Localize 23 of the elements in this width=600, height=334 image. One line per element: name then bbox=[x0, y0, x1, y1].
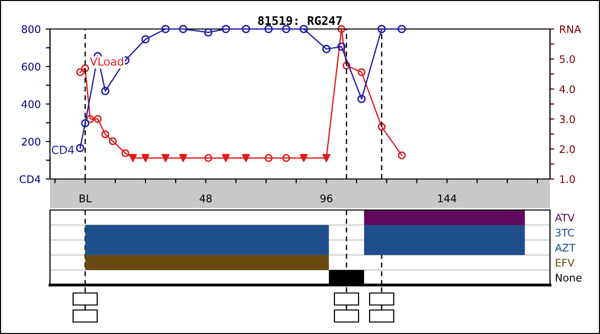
y-tick-label: EFV bbox=[556, 258, 574, 266]
y2-tick-label: 3.0 bbox=[560, 115, 575, 124]
y-tick-label: 400 bbox=[22, 100, 40, 108]
y-tick-label: 3TC bbox=[556, 228, 574, 237]
y-tick-label: CD4 bbox=[20, 175, 40, 184]
series-label: CD4 bbox=[52, 146, 74, 154]
x-tick-label: 144 bbox=[438, 194, 456, 202]
x-tick-label: BL bbox=[80, 194, 92, 202]
y-tick-label: None bbox=[556, 274, 582, 282]
x-tick-label: 96 bbox=[320, 194, 332, 202]
y-tick-label: 800 bbox=[22, 25, 40, 34]
y2-tick-label: 2.0 bbox=[560, 145, 575, 154]
y2-tick-label: RNA bbox=[560, 25, 582, 33]
chart-title: 81519: RG247 bbox=[258, 16, 342, 26]
y2-tick-label: 4.0 bbox=[560, 85, 575, 94]
y-tick-label: 600 bbox=[22, 62, 40, 71]
x-tick-label: 48 bbox=[200, 194, 212, 202]
y2-tick-label: 5.0 bbox=[560, 55, 575, 64]
y-tick-label: ATV bbox=[554, 214, 575, 222]
y2-tick-label: 1.0 bbox=[560, 175, 575, 184]
y-tick-label: AZT bbox=[554, 244, 576, 252]
y-tick-label: 200 bbox=[22, 138, 40, 146]
series-label: VLoad bbox=[90, 57, 124, 66]
